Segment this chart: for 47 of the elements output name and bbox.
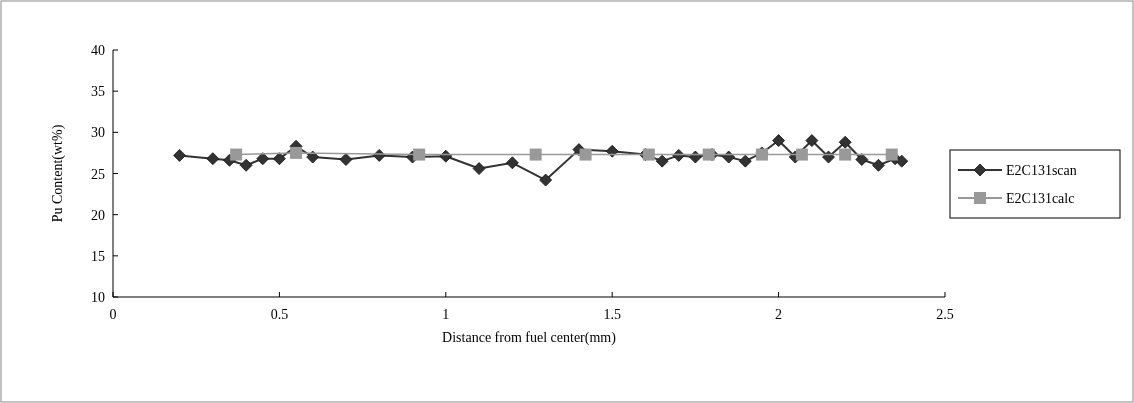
point xyxy=(539,173,553,187)
x-tick-label: 1 xyxy=(442,307,450,322)
point xyxy=(795,148,808,161)
point xyxy=(872,158,885,172)
point xyxy=(579,148,592,161)
point xyxy=(702,148,715,161)
point xyxy=(772,134,785,147)
point xyxy=(722,150,736,164)
point xyxy=(505,156,519,170)
y-tick-label: 25 xyxy=(91,166,105,182)
y-tick-label: 20 xyxy=(91,207,105,223)
point xyxy=(855,153,869,166)
y-tick-label: 35 xyxy=(91,84,105,100)
point xyxy=(839,148,852,161)
point xyxy=(413,148,426,161)
point xyxy=(256,152,270,166)
point xyxy=(805,134,819,147)
point xyxy=(738,154,752,168)
point xyxy=(689,150,702,164)
point xyxy=(822,150,835,164)
x-tick-label: 2.5 xyxy=(936,307,954,322)
legend-label: E2C131scan xyxy=(1006,163,1077,178)
point xyxy=(230,148,243,161)
point xyxy=(273,152,286,166)
point xyxy=(885,148,898,161)
x-tick-label: 0 xyxy=(109,307,117,322)
x-tick-label: 1.5 xyxy=(603,307,621,322)
point xyxy=(605,144,619,158)
point xyxy=(206,152,220,166)
point xyxy=(895,154,909,168)
y-tick-label: 30 xyxy=(91,125,105,141)
y-axis-title: Pu Content(wt%) xyxy=(50,124,66,223)
y-tick-label: 40 xyxy=(91,43,105,58)
point xyxy=(838,135,852,149)
point xyxy=(655,154,669,168)
y-tick-label: 10 xyxy=(91,290,105,305)
point xyxy=(290,146,303,159)
point xyxy=(239,158,253,172)
point xyxy=(339,153,353,166)
point xyxy=(472,162,486,175)
point xyxy=(173,148,186,162)
x-tick-label: 2 xyxy=(775,307,783,322)
legend-label: E2C131calc xyxy=(1006,191,1075,206)
x-tick-label: 0.5 xyxy=(270,307,289,322)
point xyxy=(529,148,542,161)
x-axis-title: Distance from fuel center(mm) xyxy=(442,330,617,346)
y-tick-label: 15 xyxy=(91,248,105,264)
